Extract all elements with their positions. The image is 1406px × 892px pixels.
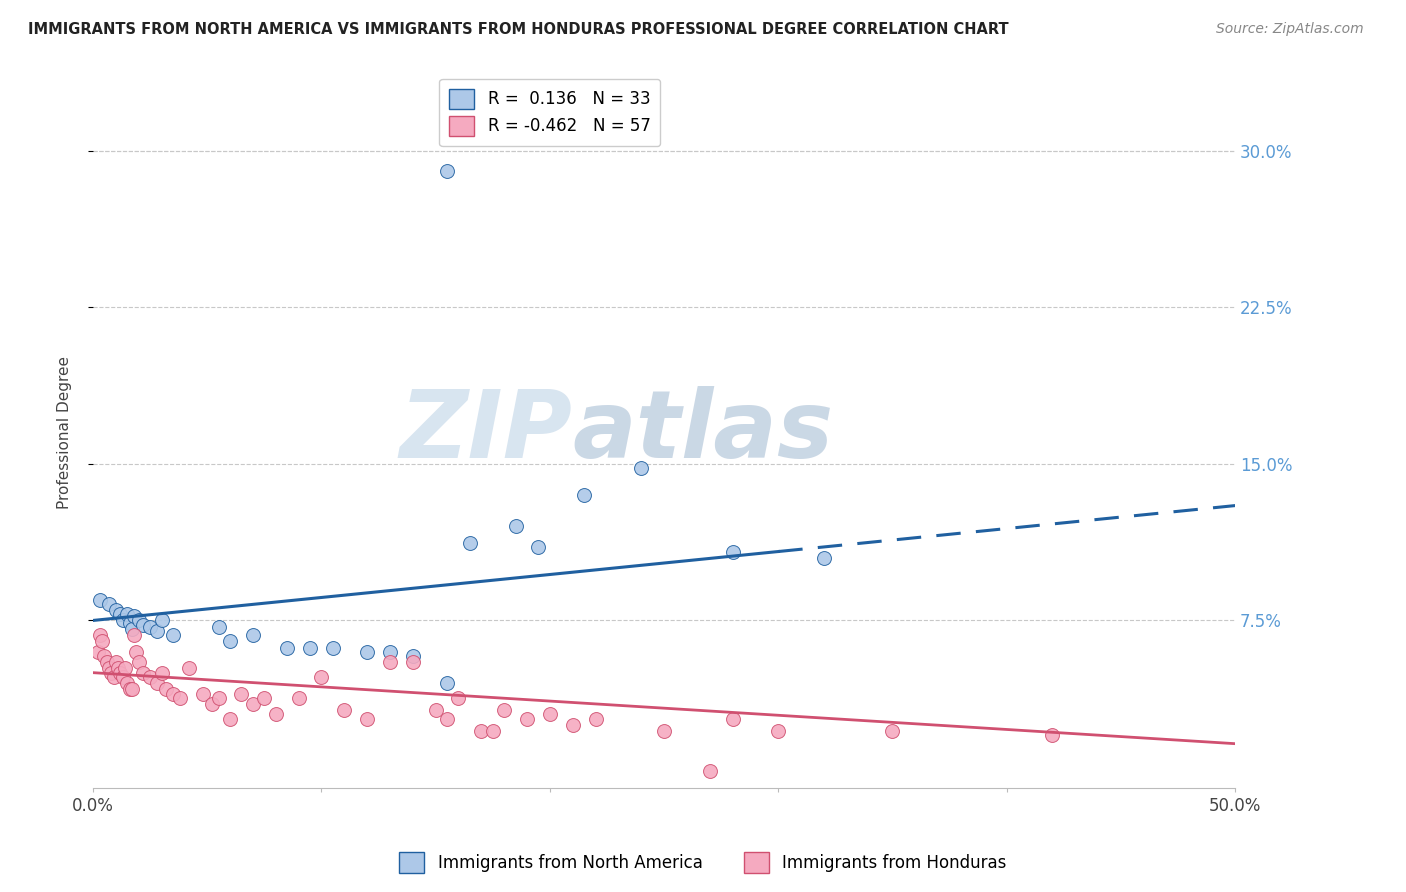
- Point: [117, 676, 139, 690]
- Legend: Immigrants from North America, Immigrants from Honduras: Immigrants from North America, Immigrant…: [392, 846, 1014, 880]
- Point: [699, 764, 721, 778]
- Text: atlas: atlas: [572, 386, 834, 478]
- Point: [276, 640, 298, 655]
- Point: [402, 648, 425, 663]
- Point: [242, 628, 264, 642]
- Point: [132, 665, 155, 680]
- Point: [768, 724, 790, 739]
- Point: [505, 519, 527, 533]
- Point: [333, 703, 356, 717]
- Point: [128, 614, 150, 628]
- Point: [721, 544, 744, 558]
- Point: [652, 724, 675, 739]
- Point: [139, 620, 162, 634]
- Point: [630, 461, 652, 475]
- Point: [121, 682, 143, 697]
- Point: [813, 550, 835, 565]
- Point: [117, 607, 139, 622]
- Point: [162, 628, 184, 642]
- Point: [111, 670, 134, 684]
- Point: [128, 655, 150, 669]
- Point: [104, 655, 127, 669]
- Point: [458, 536, 481, 550]
- Point: [150, 614, 173, 628]
- Point: [93, 648, 115, 663]
- Point: [470, 724, 492, 739]
- Point: [219, 712, 242, 726]
- Point: [436, 164, 458, 178]
- Point: [86, 645, 108, 659]
- Point: [208, 690, 231, 705]
- Point: [356, 645, 378, 659]
- Point: [114, 661, 136, 675]
- Point: [425, 703, 447, 717]
- Point: [177, 661, 200, 675]
- Y-axis label: Professional Degree: Professional Degree: [58, 356, 72, 509]
- Point: [107, 661, 129, 675]
- Legend: R =  0.136   N = 33, R = -0.462   N = 57: R = 0.136 N = 33, R = -0.462 N = 57: [439, 78, 661, 146]
- Point: [103, 670, 125, 684]
- Point: [1040, 728, 1063, 742]
- Point: [150, 665, 173, 680]
- Point: [287, 690, 309, 705]
- Point: [121, 622, 143, 636]
- Point: [436, 712, 458, 726]
- Point: [104, 603, 127, 617]
- Point: [402, 655, 425, 669]
- Point: [191, 687, 214, 701]
- Point: [201, 697, 224, 711]
- Point: [378, 645, 401, 659]
- Point: [882, 724, 904, 739]
- Point: [481, 724, 503, 739]
- Point: [98, 661, 121, 675]
- Point: [219, 634, 242, 648]
- Point: [572, 488, 595, 502]
- Point: [110, 607, 132, 622]
- Point: [378, 655, 401, 669]
- Point: [242, 697, 264, 711]
- Point: [561, 718, 583, 732]
- Point: [311, 670, 333, 684]
- Point: [96, 655, 118, 669]
- Text: IMMIGRANTS FROM NORTH AMERICA VS IMMIGRANTS FROM HONDURAS PROFESSIONAL DEGREE CO: IMMIGRANTS FROM NORTH AMERICA VS IMMIGRA…: [28, 22, 1008, 37]
- Point: [356, 712, 378, 726]
- Point: [146, 624, 169, 638]
- Point: [125, 645, 148, 659]
- Point: [516, 712, 538, 726]
- Point: [169, 690, 191, 705]
- Point: [146, 676, 169, 690]
- Point: [721, 712, 744, 726]
- Point: [118, 615, 141, 630]
- Point: [253, 690, 276, 705]
- Text: Source: ZipAtlas.com: Source: ZipAtlas.com: [1216, 22, 1364, 37]
- Point: [208, 620, 231, 634]
- Point: [91, 634, 114, 648]
- Point: [527, 541, 550, 555]
- Point: [98, 597, 121, 611]
- Point: [122, 628, 145, 642]
- Point: [89, 628, 111, 642]
- Point: [322, 640, 344, 655]
- Point: [100, 665, 122, 680]
- Point: [447, 690, 470, 705]
- Point: [494, 703, 516, 717]
- Point: [132, 617, 155, 632]
- Point: [118, 682, 141, 697]
- Point: [110, 665, 132, 680]
- Point: [89, 592, 111, 607]
- Point: [298, 640, 321, 655]
- Point: [155, 682, 177, 697]
- Text: ZIP: ZIP: [399, 386, 572, 478]
- Point: [111, 614, 134, 628]
- Point: [139, 670, 162, 684]
- Point: [231, 687, 253, 701]
- Point: [122, 609, 145, 624]
- Point: [585, 712, 607, 726]
- Point: [162, 687, 184, 701]
- Point: [436, 676, 458, 690]
- Point: [538, 707, 561, 722]
- Point: [264, 707, 287, 722]
